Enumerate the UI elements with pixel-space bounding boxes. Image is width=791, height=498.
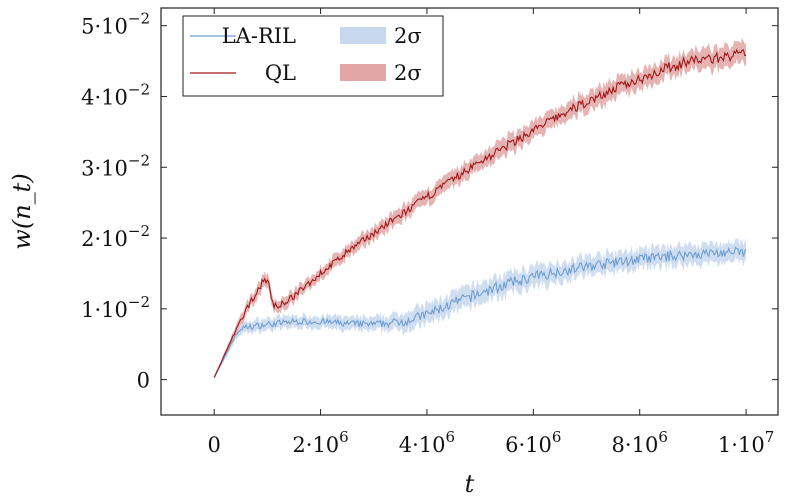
- legend-label: LA-RIL: [222, 24, 296, 48]
- x-tick-label: 0: [208, 433, 221, 457]
- x-axis: 0 2·106 4·106 6·106 8·106 1·107: [208, 8, 774, 457]
- y-tick-label: 3·10−2: [81, 151, 150, 180]
- y-tick-label: 1·10−2: [81, 293, 150, 322]
- y-tick-label: 2·10−2: [81, 222, 150, 251]
- legend-label: 2σ: [394, 24, 422, 48]
- x-tick-label: 2·106: [292, 428, 348, 457]
- series-line-ql: [213, 48, 747, 378]
- x-tick-label: 4·106: [399, 428, 455, 457]
- series-line-la-ril: [213, 246, 747, 378]
- legend-box: [182, 15, 444, 97]
- legend-band-swatch: [340, 27, 386, 44]
- series-lines: [213, 48, 747, 378]
- x-tick-label: 1·107: [718, 428, 774, 457]
- legend-band-swatch: [340, 64, 386, 81]
- x-tick-label: 6·106: [505, 428, 561, 457]
- sigma-bands: [214, 38, 747, 379]
- legend: LA-RIL 2σ QL 2σ: [182, 15, 444, 97]
- legend-label: QL: [265, 61, 296, 85]
- y-tick-label: 4·10−2: [81, 80, 150, 109]
- x-tick-label: 8·106: [612, 428, 668, 457]
- sigma-band-la-ril: [214, 237, 747, 379]
- y-axis: 0 1·10−2 2·10−2 3·10−2 4·10−2 5·10−2: [81, 10, 778, 393]
- y-tick-label: 5·10−2: [81, 10, 150, 39]
- y-tick-label: 0: [137, 369, 150, 393]
- legend-label: 2σ: [394, 61, 422, 85]
- plot-frame: [160, 7, 779, 416]
- x-axis-label: t: [465, 470, 475, 498]
- y-axis-label: w(n_t): [8, 173, 36, 249]
